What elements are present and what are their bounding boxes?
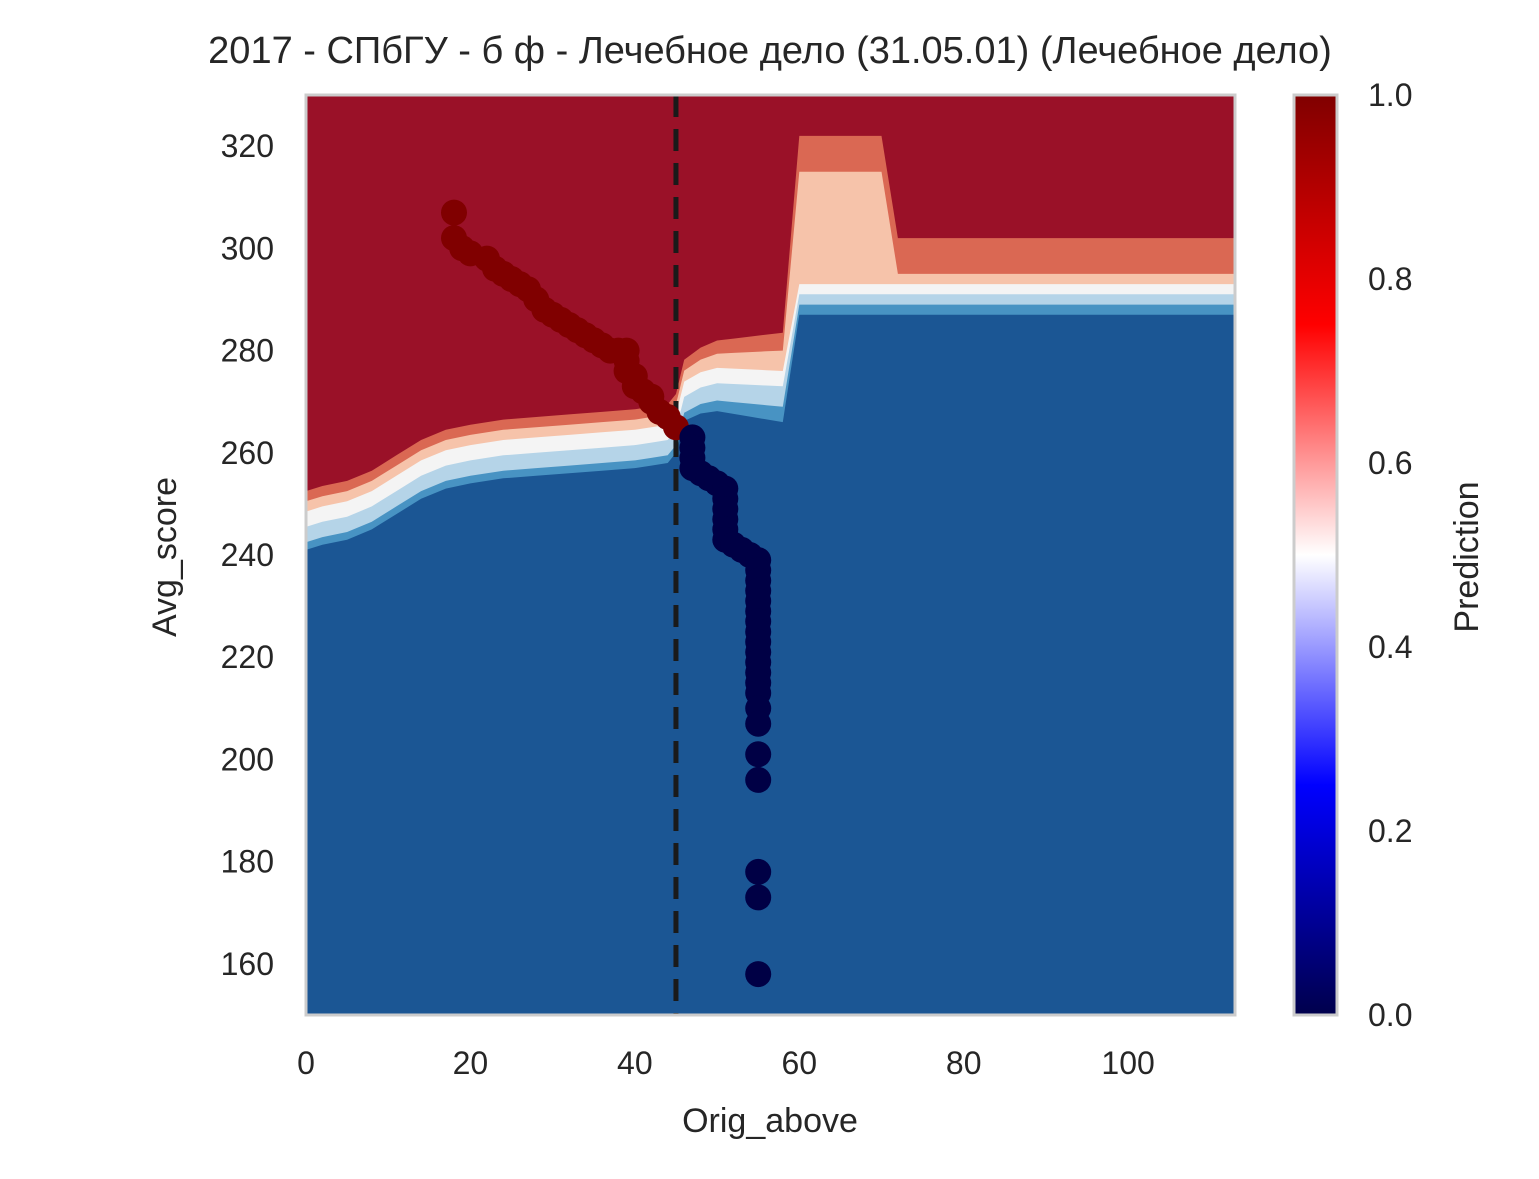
scatter-point (441, 199, 467, 226)
x-tick-label: 60 (781, 1045, 817, 1081)
x-axis-label: Orig_above (682, 1102, 858, 1140)
scatter-point (745, 961, 772, 988)
data-points (441, 199, 772, 988)
x-tick-label: 80 (946, 1045, 982, 1081)
colorbar-tick-label: 0.4 (1368, 629, 1412, 665)
plot-frame (304, 93, 1237, 1017)
y-tick-label: 200 (221, 741, 274, 777)
colorbar-tick-label: 0.8 (1368, 261, 1412, 297)
x-tick-label: 20 (453, 1045, 489, 1081)
y-tick-label: 280 (221, 333, 274, 369)
scatter-point (745, 858, 772, 885)
colorbar-gradient (1292, 93, 1339, 1017)
scatter-point (745, 710, 772, 737)
y-tick-label: 300 (221, 230, 274, 266)
y-tick-label: 260 (221, 435, 274, 471)
scatter-point (745, 741, 772, 768)
y-axis-label: Avg_score (146, 477, 184, 637)
y-tick-label: 220 (221, 639, 274, 675)
colorbar-tick-label: 0.2 (1368, 813, 1412, 849)
scatter-point (745, 884, 772, 911)
y-tick-label: 320 (221, 128, 274, 164)
y-tick-label: 160 (221, 946, 274, 982)
x-tick-label: 100 (1101, 1045, 1154, 1081)
colorbar-tick-label: 0.6 (1368, 445, 1412, 481)
colorbar-tick-label: 0.0 (1368, 997, 1412, 1033)
colorbar-tick-label: 1.0 (1368, 77, 1412, 113)
x-axis-ticks: 0 20 40 60 80 100 (297, 1045, 1155, 1081)
colorbar-ticks: 0.0 0.2 0.4 0.6 0.8 1.0 (1368, 77, 1412, 1033)
x-tick-label: 40 (617, 1045, 653, 1081)
colorbar: 0.0 0.2 0.4 0.6 0.8 1.0 Prediction (1292, 77, 1486, 1033)
plot-area (306, 95, 1235, 1015)
y-tick-label: 180 (221, 844, 274, 880)
colorbar-label: Prediction (1448, 481, 1486, 632)
chart-title: 2017 - СПбГУ - б ф - Лечебное дело (31.0… (208, 30, 1332, 72)
x-tick-label: 0 (297, 1045, 315, 1081)
scatter-point (745, 766, 772, 793)
y-tick-label: 240 (221, 537, 274, 573)
y-axis-ticks: 160 180 200 220 240 260 280 300 320 (221, 128, 274, 982)
